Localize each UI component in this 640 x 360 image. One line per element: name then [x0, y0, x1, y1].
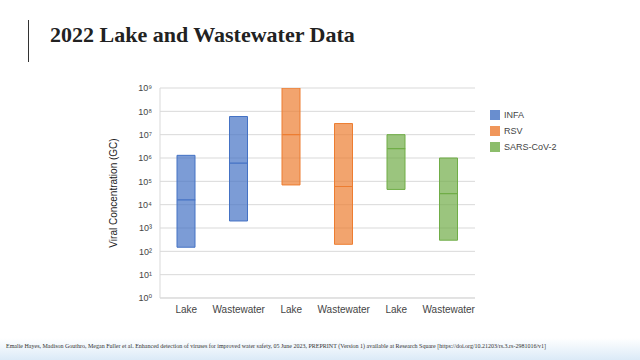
svg-text:10³: 10³	[139, 223, 152, 233]
svg-text:10⁷: 10⁷	[139, 130, 152, 140]
svg-text:Wastewater: Wastewater	[318, 304, 371, 315]
svg-text:Viral Concentration (GC): Viral Concentration (GC)	[108, 138, 119, 247]
svg-text:Wastewater: Wastewater	[213, 304, 266, 315]
svg-text:10⁹: 10⁹	[138, 83, 152, 93]
svg-text:Lake: Lake	[175, 304, 197, 315]
svg-text:10⁴: 10⁴	[138, 200, 152, 210]
svg-text:10¹: 10¹	[139, 270, 152, 280]
html-text:INFA: INFA	[504, 110, 524, 120]
svg-text:10⁰: 10⁰	[138, 293, 152, 303]
svg-text:Lake: Lake	[280, 304, 302, 315]
html-text:RSV: RSV	[504, 126, 523, 136]
svg-text:10⁶: 10⁶	[138, 153, 152, 163]
html-text:SARS-CoV-2: SARS-CoV-2	[504, 142, 557, 152]
svg-text:10⁵: 10⁵	[138, 177, 152, 187]
svg-text:10⁸: 10⁸	[138, 107, 152, 117]
svg-text:10²: 10²	[139, 247, 152, 257]
svg-text:Wastewater: Wastewater	[423, 304, 476, 315]
html-text:2022 Lake and Wastewater Data: 2022 Lake and Wastewater Data	[50, 22, 355, 47]
svg-text:Lake: Lake	[385, 304, 407, 315]
html-text:Emalie Hayes, Madison Gouthro,: Emalie Hayes, Madison Gouthro, Megan Ful…	[6, 343, 547, 349]
